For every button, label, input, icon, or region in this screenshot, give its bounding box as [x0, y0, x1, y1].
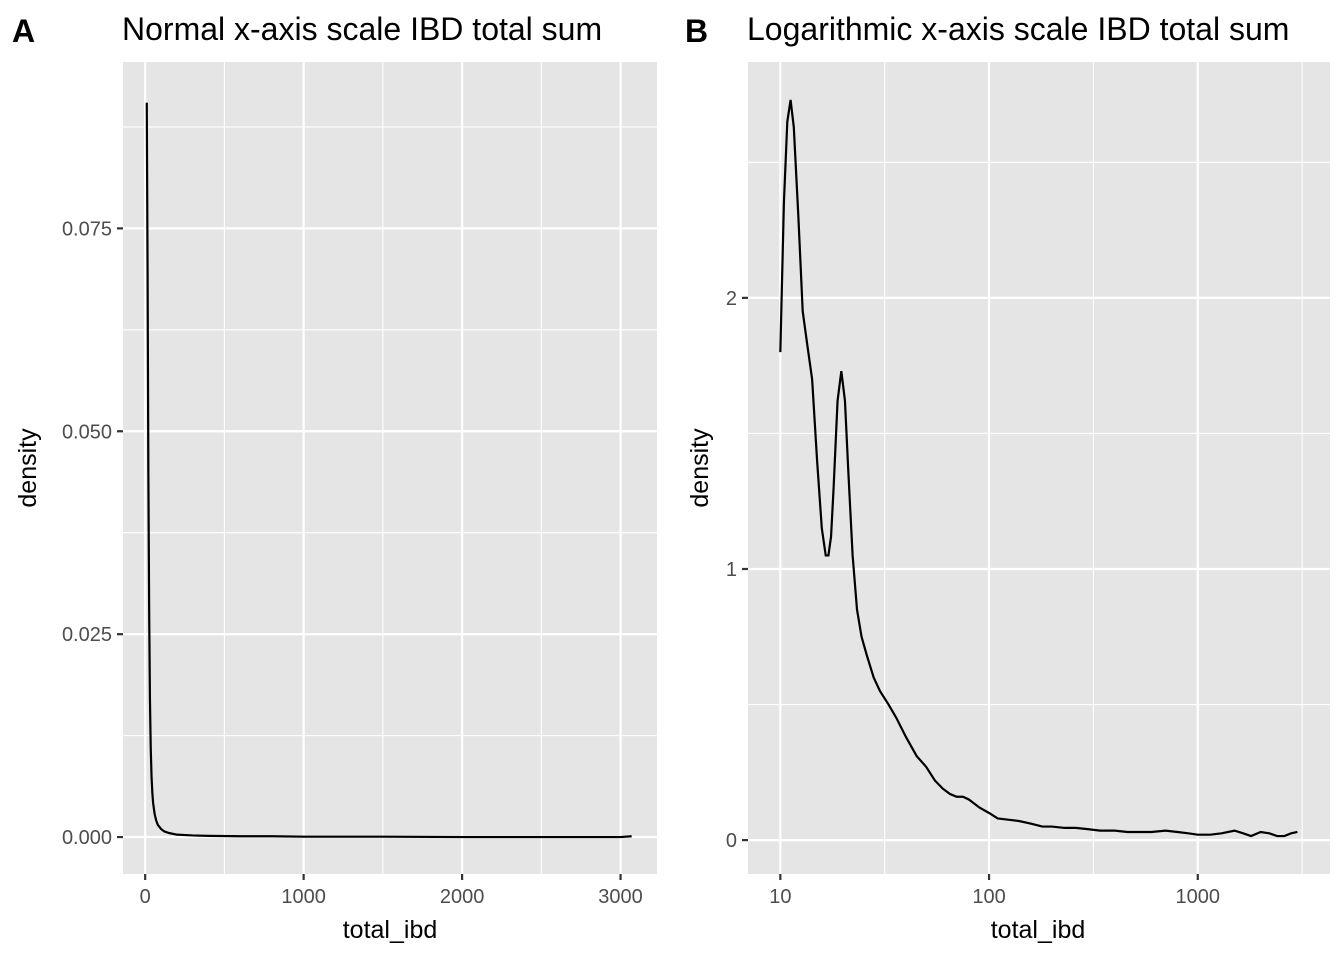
panel-b-plot-area: [748, 62, 1330, 874]
panel-a-density-line: [145, 102, 632, 839]
y-tick-label: 1: [726, 559, 737, 581]
panel-a-title: Normal x-axis scale IBD total sum: [122, 11, 602, 47]
x-tick-label: 1000: [1176, 886, 1221, 908]
x-tick-label: 2000: [440, 886, 485, 908]
x-tick-label: 100: [972, 886, 1005, 908]
x-tick-label: 0: [140, 886, 151, 908]
y-tick-label: 0.000: [62, 827, 112, 849]
panel-a: A Normal x-axis scale IBD total sum 0 100…: [12, 11, 657, 944]
panel-b-tag: B: [685, 13, 708, 49]
y-tick-label: 0.050: [62, 421, 112, 443]
y-tick-label: 2: [726, 288, 737, 310]
panel-b-y-axis-title: density: [686, 428, 714, 508]
panel-a-grid: [123, 62, 657, 874]
panel-b: B Logarithmic x-axis scale IBD total sum…: [685, 11, 1330, 944]
panel-b-title: Logarithmic x-axis scale IBD total sum: [747, 11, 1289, 47]
panel-a-tag: A: [12, 13, 35, 49]
y-tick-label: 0.025: [62, 624, 112, 646]
panel-b-ticks: 10 100 1000 0 1 2: [726, 288, 1220, 908]
x-tick-label: 3000: [598, 886, 643, 908]
panel-a-x-axis-title: total_ibd: [343, 916, 438, 944]
panel-a-ticks: 0 1000 2000 3000 0.000 0.025 0.050 0.075: [62, 218, 643, 908]
panel-b-grid: [748, 62, 1330, 874]
panel-b-x-axis-title: total_ibd: [991, 916, 1086, 944]
x-tick-label: 1000: [281, 886, 326, 908]
panel-a-y-axis-title: density: [14, 428, 42, 508]
y-tick-label: 0: [726, 830, 737, 852]
panel-b-density-line: [779, 99, 1298, 838]
y-tick-label: 0.075: [62, 218, 112, 240]
panel-a-plot-area: [123, 62, 657, 874]
x-tick-label: 10: [769, 886, 791, 908]
